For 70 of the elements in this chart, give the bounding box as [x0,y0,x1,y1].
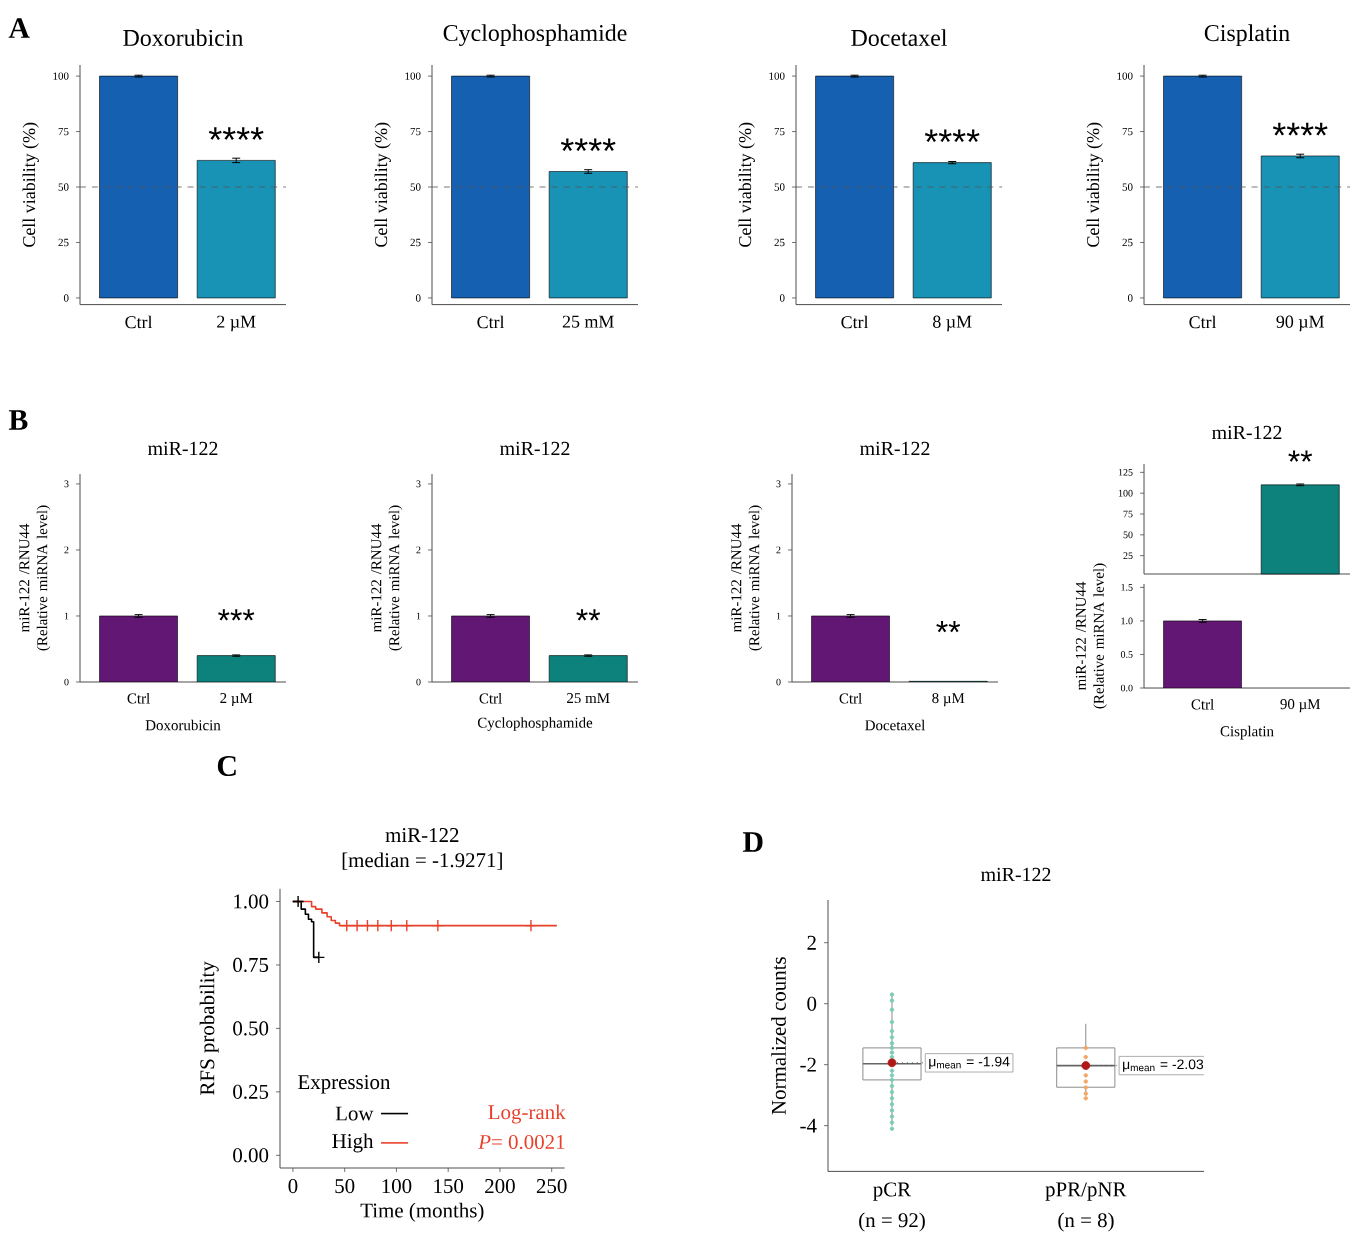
text: A [8,18,30,38]
x-tick-label: 50 [335,1179,355,1194]
y-tick-label: 2 [807,935,816,950]
annotation: **** [924,129,980,143]
chart-title: Docetaxel [851,29,947,46]
x-tick-label: Ctrl [125,315,153,329]
y-tick-label: 1.00 [234,894,269,909]
annotation: ** [936,621,961,633]
point [384,919,398,932]
chart-title: miR-122 [385,828,459,842]
chart-title: Cisplatin [1204,24,1290,47]
x-tick-label: Ctrl [841,315,869,329]
y-axis-title: RFS probability [199,961,219,1095]
y-axis-title: Cell viability (%) [374,122,391,247]
chart-title: Doxorubicin [123,29,244,46]
x-tick-label: 250 [536,1179,567,1194]
text: D [742,832,763,852]
x-tick-label: 2 µM [217,315,256,332]
x-tick-label: pCR [873,1182,912,1201]
y-tick-label: 0.50 [233,1021,269,1036]
annotation: P= 0.0021 [478,1134,565,1150]
x-tick-label: Ctrl [477,315,505,329]
point [431,919,445,932]
text: B [8,410,28,430]
y-axis-title: Normalized counts [771,957,786,1115]
chart-subtitle: [median = -1.9271] [342,852,502,870]
x-axis-title: Time (months) [360,1202,484,1222]
chart-title: miR-122 [147,441,218,456]
x-tick-label: 200 [485,1179,515,1194]
annotation: *** [218,609,255,621]
text: (n = 8) [1058,1212,1114,1232]
chart-title: miR-122 [499,441,570,456]
point [371,919,385,932]
x-tick-label: 90 µM [1276,315,1325,332]
y-tick-label: -4 [800,1118,817,1133]
annotation: ** [1288,450,1313,462]
text: (n = 92) [859,1212,925,1232]
text: C [217,755,236,777]
x-tick-label: Ctrl [1189,315,1217,329]
y-axis-title: Cell viability (%) [1086,122,1103,247]
y-tick-label: -2 [800,1057,816,1072]
x-tick-label: 150 [434,1179,464,1194]
point [340,919,354,932]
x-tick-label: pPR/pNR [1045,1182,1127,1201]
point [350,919,364,932]
legend-label: High [332,1133,374,1153]
x-tick-label: 8 µM [933,315,972,332]
legend-title: Expression [298,1075,391,1094]
annotation: **** [560,138,616,151]
chart-title: miR-122 [980,867,1051,882]
chart-title: miR-122 [859,441,930,456]
annotation: Log-rank [488,1104,566,1124]
legend-label: Low [335,1106,374,1121]
x-tick-label: 0 [288,1179,298,1194]
y-axis-title: Cell viability (%) [22,122,39,247]
point [400,919,414,932]
y-axis-title: Cell viability (%) [738,122,755,247]
chart-title: miR-122 [1212,425,1282,440]
point [312,951,326,964]
annotation: **** [208,127,264,140]
x-tick-label: 25 mM [562,315,614,328]
y-tick-label: 0.25 [233,1084,269,1099]
y-tick-label: 0 [807,996,817,1011]
point [361,919,374,932]
y-tick-label: 0.75 [233,957,269,973]
y-tick-label: 0.00 [233,1148,269,1163]
annotation: **** [1272,122,1328,136]
annotation: ** [576,609,601,621]
chart-title: Cyclophosphamide [443,24,627,46]
point [524,919,538,932]
